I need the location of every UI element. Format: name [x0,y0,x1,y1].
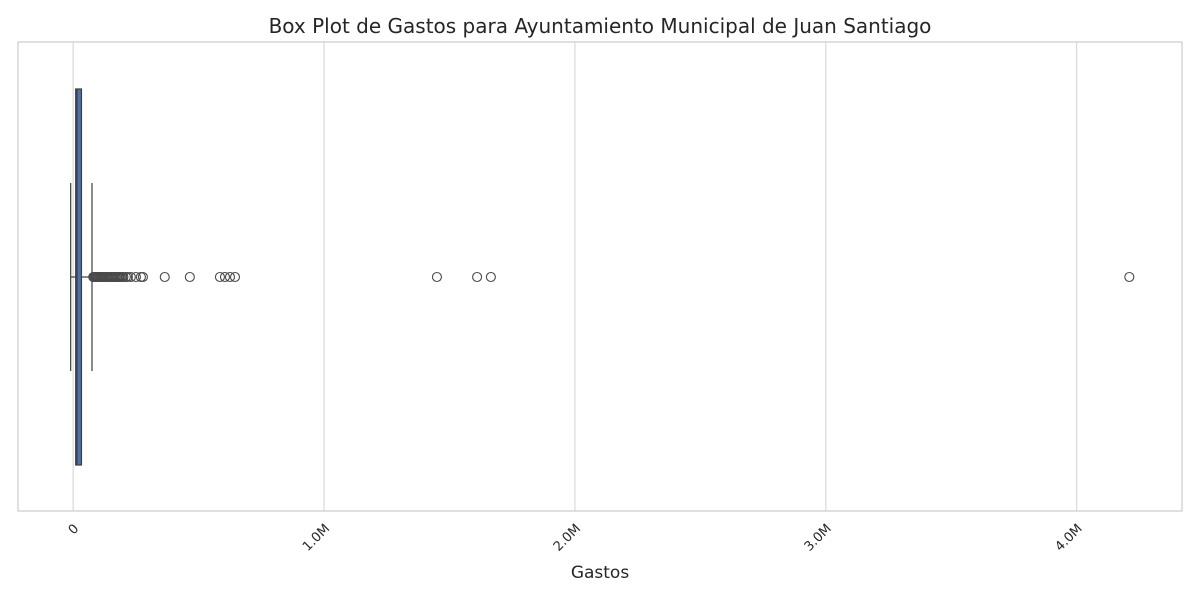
x-tick-label-1: 1.0M [300,521,333,554]
outlier-point-36 [219,271,231,283]
outlier-point-42 [1124,271,1135,283]
outlier-point-39 [431,271,442,283]
grid-lines [72,42,1078,511]
outlier-point-26 [118,271,129,283]
outlier-point-33 [159,271,170,283]
outlier-point-38 [229,271,241,283]
outlier-point-41 [485,271,496,283]
outlier-point-32 [137,271,148,283]
outlier-point-35 [214,271,225,283]
interquartile-box [75,88,83,466]
outlier-point-34 [184,271,195,283]
x-tick-label-3: 3.0M [802,521,835,554]
x-tick-label-0: 0 [66,521,82,537]
outlier-point-40 [472,271,483,283]
x-axis-tick-labels: 0 1.0M 2.0M 3.0M 4.0M [66,521,1086,554]
x-tick-label-2: 2.0M [551,521,584,554]
outlier-point-28 [122,271,133,283]
x-axis-label: Gastos [571,563,630,583]
outlier-point-37 [224,271,236,283]
plot-area-frame [17,41,1183,512]
outlier-points [88,271,1135,283]
chart-title: Box Plot de Gastos para Ayuntamiento Mun… [269,14,932,38]
outlier-point-30 [130,271,141,283]
x-tick-label-4: 4.0M [1053,521,1086,554]
outlier-point-29 [125,271,136,283]
